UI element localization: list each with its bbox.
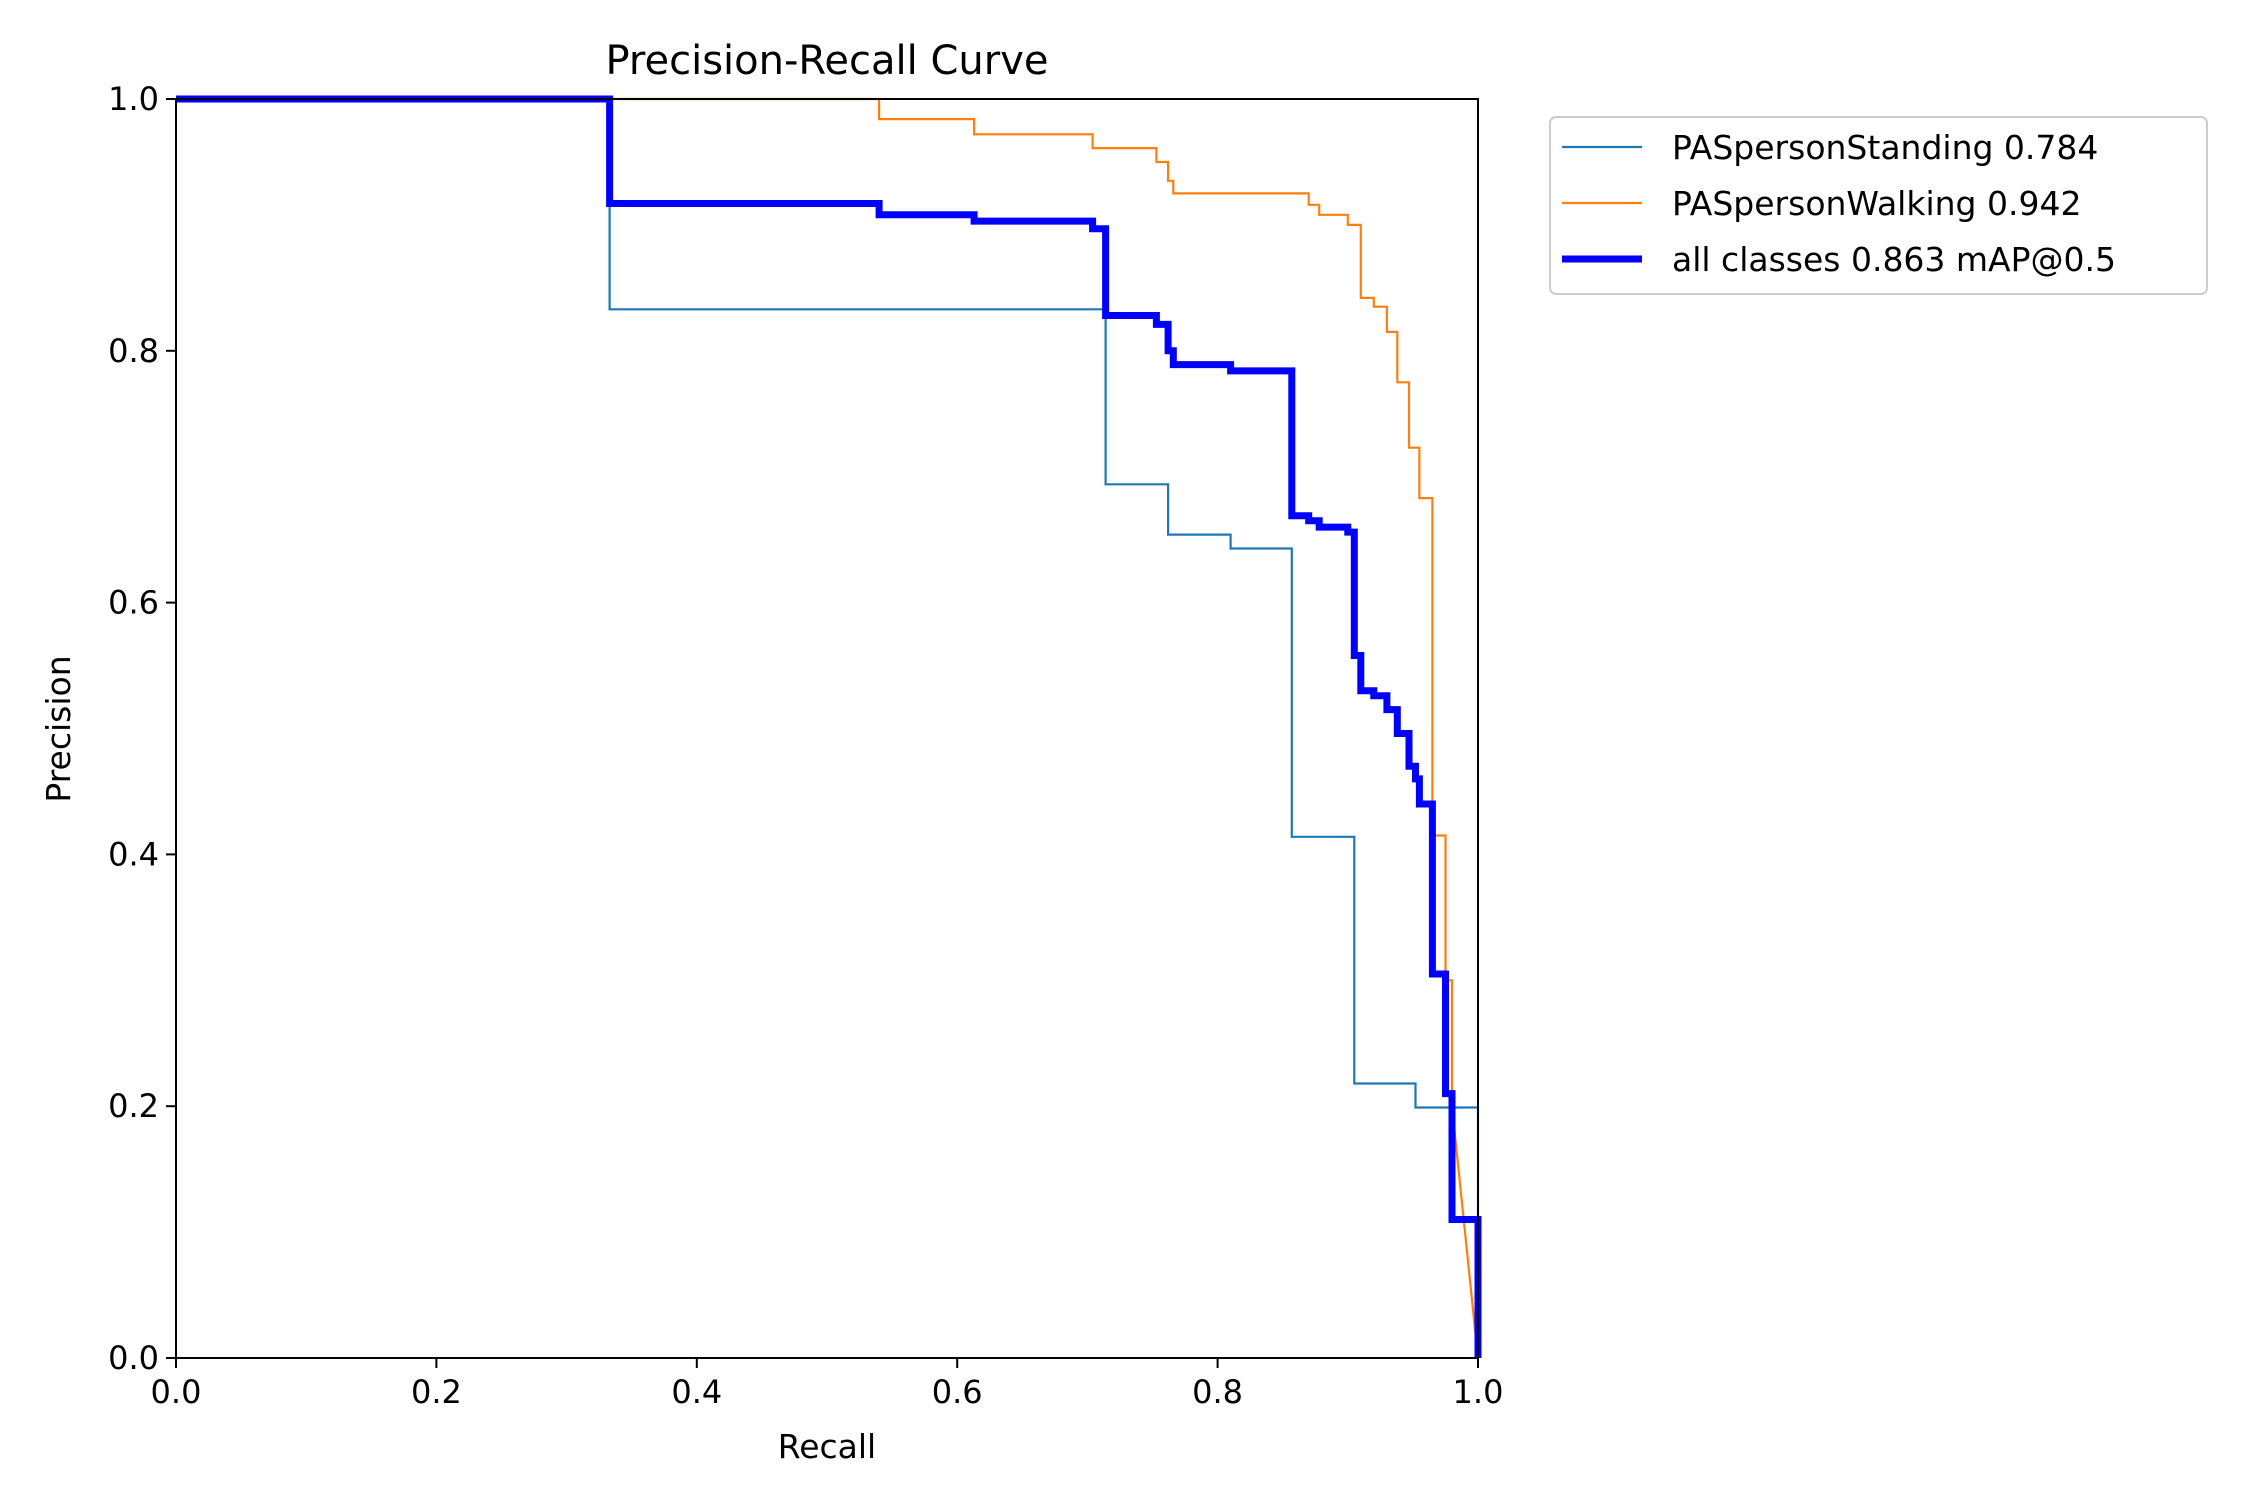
y-tick-label: 0.8 (108, 332, 159, 370)
series-line-2 (176, 95, 1482, 1358)
legend-label-1: PASpersonWalking 0.942 (1672, 184, 2081, 223)
legend-label-2: all classes 0.863 mAP@0.5 (1672, 240, 2116, 279)
axes-frame (175, 98, 1479, 1359)
x-tick-label: 0.8 (1192, 1373, 1243, 1411)
y-axis-ticks: 0.0 0.2 0.4 0.6 0.8 1.0 (108, 80, 176, 1377)
series-layer (176, 95, 1482, 1359)
series-line-1 (176, 97, 1480, 1359)
x-tick-label: 0.2 (411, 1373, 462, 1411)
x-axis-ticks: 0.0 0.2 0.4 0.6 0.8 1.0 (151, 1358, 1504, 1411)
y-tick-label: 0.2 (108, 1087, 159, 1125)
y-axis-label: Precision (39, 655, 78, 802)
x-tick-label: 1.0 (1453, 1373, 1504, 1411)
x-tick-label: 0.0 (151, 1373, 202, 1411)
x-tick-label: 0.6 (932, 1373, 983, 1411)
y-tick-label: 0.4 (108, 835, 159, 873)
legend-label-0: PASpersonStanding 0.784 (1672, 128, 2098, 167)
y-tick-label: 0.0 (108, 1339, 159, 1377)
y-tick-label: 1.0 (108, 80, 159, 118)
x-tick-label: 0.4 (671, 1373, 722, 1411)
legend-box (1549, 116, 2208, 295)
x-axis-label: Recall (778, 1427, 876, 1466)
y-tick-label: 0.6 (108, 584, 159, 622)
legend: PASpersonStanding 0.784 PASpersonWalking … (1549, 116, 2208, 295)
series-line-0 (176, 97, 1480, 1358)
legend-items: PASpersonStanding 0.784 PASpersonWalking … (1562, 128, 2116, 279)
plot-area: 0.0 0.2 0.4 0.6 0.8 1.0 0.0 0.2 0.4 0.6 0.8 1.0 (108, 80, 1503, 1411)
chart-title: Precision-Recall Curve (606, 38, 1049, 84)
